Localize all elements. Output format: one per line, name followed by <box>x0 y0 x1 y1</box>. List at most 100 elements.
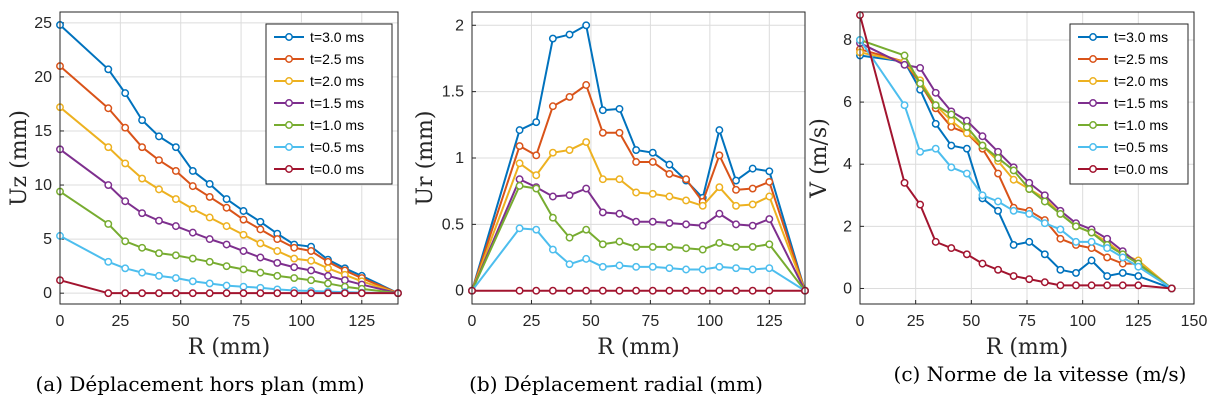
data-point <box>1087 237 1096 246</box>
data-point <box>715 209 724 218</box>
legend-marker <box>285 77 293 85</box>
data-point <box>715 238 724 247</box>
data-point <box>615 237 624 246</box>
data-point <box>239 215 248 224</box>
data-point <box>548 192 557 201</box>
data-point <box>155 271 163 280</box>
data-point <box>121 89 130 98</box>
data-point <box>1072 268 1080 277</box>
data-point <box>121 289 130 298</box>
legend-marker <box>285 165 293 173</box>
data-point <box>648 242 657 251</box>
data-point <box>978 191 987 200</box>
data-point <box>682 244 691 253</box>
legend-label: t=3.0 ms <box>310 29 364 45</box>
data-point <box>138 143 147 152</box>
data-point <box>532 286 541 295</box>
data-point <box>962 116 971 125</box>
x-tick-label: 25 <box>907 313 925 330</box>
y-tick-label: 1 <box>455 150 464 167</box>
data-point <box>273 235 282 244</box>
data-point <box>1056 234 1065 243</box>
data-point <box>171 274 180 282</box>
data-point <box>1087 228 1096 237</box>
data-point <box>682 286 691 295</box>
y-tick-label: 5 <box>43 231 52 248</box>
x-tick-label: 125 <box>1125 313 1152 330</box>
data-point <box>188 167 197 175</box>
data-point <box>307 247 316 255</box>
legend-label: t=2.0 ms <box>1114 73 1168 89</box>
x-tick-label: 150 <box>1181 313 1208 330</box>
data-point <box>648 217 657 226</box>
data-point <box>188 228 197 237</box>
data-point <box>1118 253 1127 262</box>
data-point <box>532 171 541 180</box>
data-point <box>290 254 299 263</box>
legend-label: t=1.5 ms <box>310 95 364 111</box>
legend-marker <box>1089 99 1097 107</box>
data-point <box>994 206 1003 215</box>
data-point <box>1118 259 1127 268</box>
data-point <box>548 102 557 111</box>
data-point <box>290 289 299 298</box>
data-point <box>515 224 524 233</box>
data-point <box>1040 278 1049 287</box>
data-point <box>732 201 740 210</box>
data-point <box>548 286 557 295</box>
data-point <box>155 249 163 258</box>
data-point <box>732 185 740 194</box>
data-point <box>188 204 197 213</box>
x-tick-label: 75 <box>641 313 659 330</box>
data-point <box>1134 262 1143 271</box>
data-point <box>1103 244 1112 253</box>
data-point <box>239 230 248 239</box>
data-point <box>171 289 180 298</box>
data-point <box>273 247 282 255</box>
panel-caption: (a) Déplacement hors plan (mm) <box>36 372 365 396</box>
data-point <box>615 286 624 295</box>
data-point <box>515 175 524 184</box>
data-point <box>765 286 774 295</box>
legend-marker <box>1089 121 1097 129</box>
data-point <box>155 289 163 298</box>
data-point <box>515 159 524 168</box>
data-point <box>994 169 1003 178</box>
data-point <box>715 151 724 160</box>
data-point <box>239 282 248 291</box>
data-point <box>565 286 574 295</box>
data-point <box>947 110 956 119</box>
data-point <box>307 256 316 265</box>
data-point <box>1103 272 1112 280</box>
data-point <box>916 200 925 209</box>
x-tick-label: 50 <box>962 313 980 330</box>
data-point <box>698 245 707 254</box>
legend-marker <box>1089 33 1097 41</box>
x-tick-label: 25 <box>523 313 541 330</box>
data-point <box>765 167 774 176</box>
data-point <box>340 276 349 285</box>
data-point <box>121 159 130 168</box>
data-point <box>748 265 757 274</box>
data-point <box>1103 234 1112 243</box>
legend-label: t=2.5 ms <box>310 51 364 67</box>
data-point <box>665 192 674 201</box>
data-point <box>104 220 113 228</box>
data-point <box>1009 272 1018 280</box>
data-point <box>273 289 282 298</box>
data-point <box>548 34 557 43</box>
axes-box <box>59 11 399 305</box>
data-point <box>582 286 591 295</box>
data-point <box>916 63 925 72</box>
data-point <box>239 247 248 255</box>
data-point <box>931 119 940 128</box>
data-point <box>1087 281 1096 290</box>
legend-marker <box>285 143 293 151</box>
data-point <box>748 221 757 230</box>
data-point <box>205 279 214 288</box>
x-tick-label: 0 <box>856 313 865 330</box>
data-point <box>222 262 231 271</box>
data-point <box>648 262 657 271</box>
data-point <box>239 265 248 274</box>
legend-label: t=0.5 ms <box>310 139 364 155</box>
